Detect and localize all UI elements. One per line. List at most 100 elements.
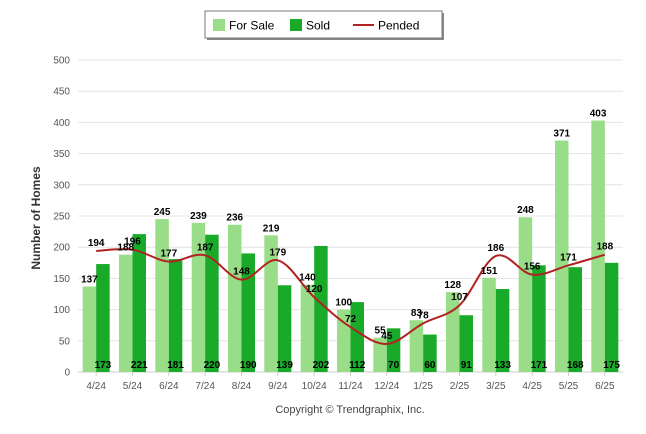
for-sale-value-label: 128 (444, 280, 461, 291)
x-tick-label: 5/25 (559, 381, 579, 392)
for-sale-value-label: 151 (481, 266, 498, 277)
x-tick-label: 6/25 (595, 381, 615, 392)
sold-value-label: 112 (349, 360, 366, 371)
x-tick-label: 11/24 (338, 381, 363, 392)
y-axis-label: Number of Homes (29, 166, 43, 270)
for-sale-bar (555, 140, 569, 372)
pended-value-label: 107 (451, 292, 468, 303)
pended-value-label: 186 (487, 243, 504, 254)
y-tick-label: 450 (53, 87, 70, 98)
for-sale-value-label: 371 (553, 128, 570, 139)
pended-value-label: 188 (596, 242, 613, 253)
sold-bar (568, 267, 582, 372)
sold-value-label: 133 (494, 360, 511, 371)
sold-bar (386, 328, 401, 372)
x-tick-label: 5/24 (123, 381, 143, 392)
for-sale-bar (155, 219, 169, 372)
for-sale-value-label: 188 (117, 243, 134, 254)
sold-bar (132, 234, 146, 372)
pended-value-label: 177 (160, 249, 177, 260)
y-tick-label: 250 (53, 212, 70, 223)
x-tick-label: 6/24 (159, 381, 179, 392)
sold-bar (168, 259, 183, 372)
y-tick-label: 200 (53, 243, 70, 254)
sold-value-label: 60 (424, 360, 436, 371)
for-sale-bar (191, 222, 206, 372)
for-sale-bar (300, 284, 315, 372)
pended-value-label: 78 (418, 310, 430, 321)
for-sale-bar (82, 286, 97, 372)
legend-box (204, 10, 443, 39)
x-axis: 4/24 5/24 6/24 7/24 8/24 9/24 10/24 11/24 12/24 1… (86, 372, 615, 392)
for-sale-bar (591, 120, 605, 372)
y-axis: 0 50 100 150 200 250 300 350 400 450 500 (53, 56, 70, 379)
pended-line-path (96, 248, 606, 345)
sold-bar (96, 264, 110, 372)
y-tick-label: 300 (53, 180, 70, 191)
copyright-text: Copyright © Trendgraphix, Inc. (275, 404, 424, 416)
y-tick-label: 50 (59, 336, 71, 347)
pended-value-label: 72 (345, 314, 357, 325)
pended-value-label: 45 (381, 331, 393, 342)
x-tick-label: 2/25 (450, 381, 470, 392)
for-sale-bar (446, 292, 460, 372)
for-sale-bar (264, 235, 278, 372)
pended-line (96, 248, 606, 345)
x-tick-label: 9/24 (268, 381, 288, 392)
sold-bar (459, 315, 473, 372)
for-sale-bar (482, 277, 496, 372)
for-sale-value-label: 245 (154, 207, 171, 218)
legend-swatch-1 (290, 19, 302, 31)
sold-value-label: 168 (567, 360, 584, 371)
sold-bar (604, 262, 619, 372)
for-sale-bar (228, 224, 242, 372)
y-tick-label: 350 (53, 149, 70, 160)
for-sale-value-label: 248 (517, 205, 534, 216)
sold-bar (205, 234, 219, 372)
y-tick-label: 500 (53, 56, 70, 67)
y-tick-label: 100 (53, 305, 70, 316)
x-tick-label: 8/24 (232, 381, 252, 392)
for-sale-bar (409, 320, 424, 372)
sold-value-label: 171 (531, 360, 548, 371)
y-tick-label: 400 (53, 118, 70, 129)
for-sale-bar (119, 254, 133, 372)
for-sale-value-label: 83 (411, 308, 423, 319)
legend-label: Pended (378, 19, 419, 33)
x-tick-label: 3/25 (486, 381, 506, 392)
sold-bar (495, 289, 510, 372)
for-sale-value-label: 236 (226, 213, 243, 224)
sold-bar (277, 285, 292, 372)
y-tick-label: 150 (53, 274, 70, 285)
x-tick-label: 10/24 (302, 381, 327, 392)
sold-bar (314, 245, 328, 372)
pended-value-label: 156 (524, 262, 541, 273)
pended-value-label: 171 (560, 252, 577, 263)
y-tick-label: 0 (64, 368, 70, 379)
x-tick-label: 4/25 (522, 381, 542, 392)
legend-label: Sold (306, 19, 330, 33)
pended-value-label: 196 (124, 237, 141, 248)
sold-value-label: 139 (276, 360, 293, 371)
pended-value-label: 194 (88, 238, 105, 249)
x-tick-label: 12/24 (374, 381, 399, 392)
legend-swatch-0 (213, 19, 225, 31)
sold-bar (423, 334, 437, 372)
pended-value-label: 148 (233, 267, 250, 278)
for-sale-value-label: 239 (190, 211, 207, 222)
sold-value-label: 181 (167, 360, 184, 371)
x-tick-label: 4/24 (86, 381, 106, 392)
sold-value-label: 173 (95, 360, 112, 371)
sold-bar (350, 302, 364, 372)
sold-value-label: 221 (131, 360, 148, 371)
pended-value-label: 120 (306, 284, 323, 295)
legend: For Sale Sold Pended (204, 10, 444, 40)
sold-bar (532, 265, 546, 372)
data-labels: 1371941731881962212451771812391872202361… (81, 109, 620, 371)
sold-value-label: 220 (204, 360, 221, 371)
sold-value-label: 202 (313, 360, 330, 371)
for-sale-value-label: 137 (81, 275, 98, 286)
x-tick-label: 1/25 (413, 381, 433, 392)
for-sale-bar (373, 337, 387, 372)
